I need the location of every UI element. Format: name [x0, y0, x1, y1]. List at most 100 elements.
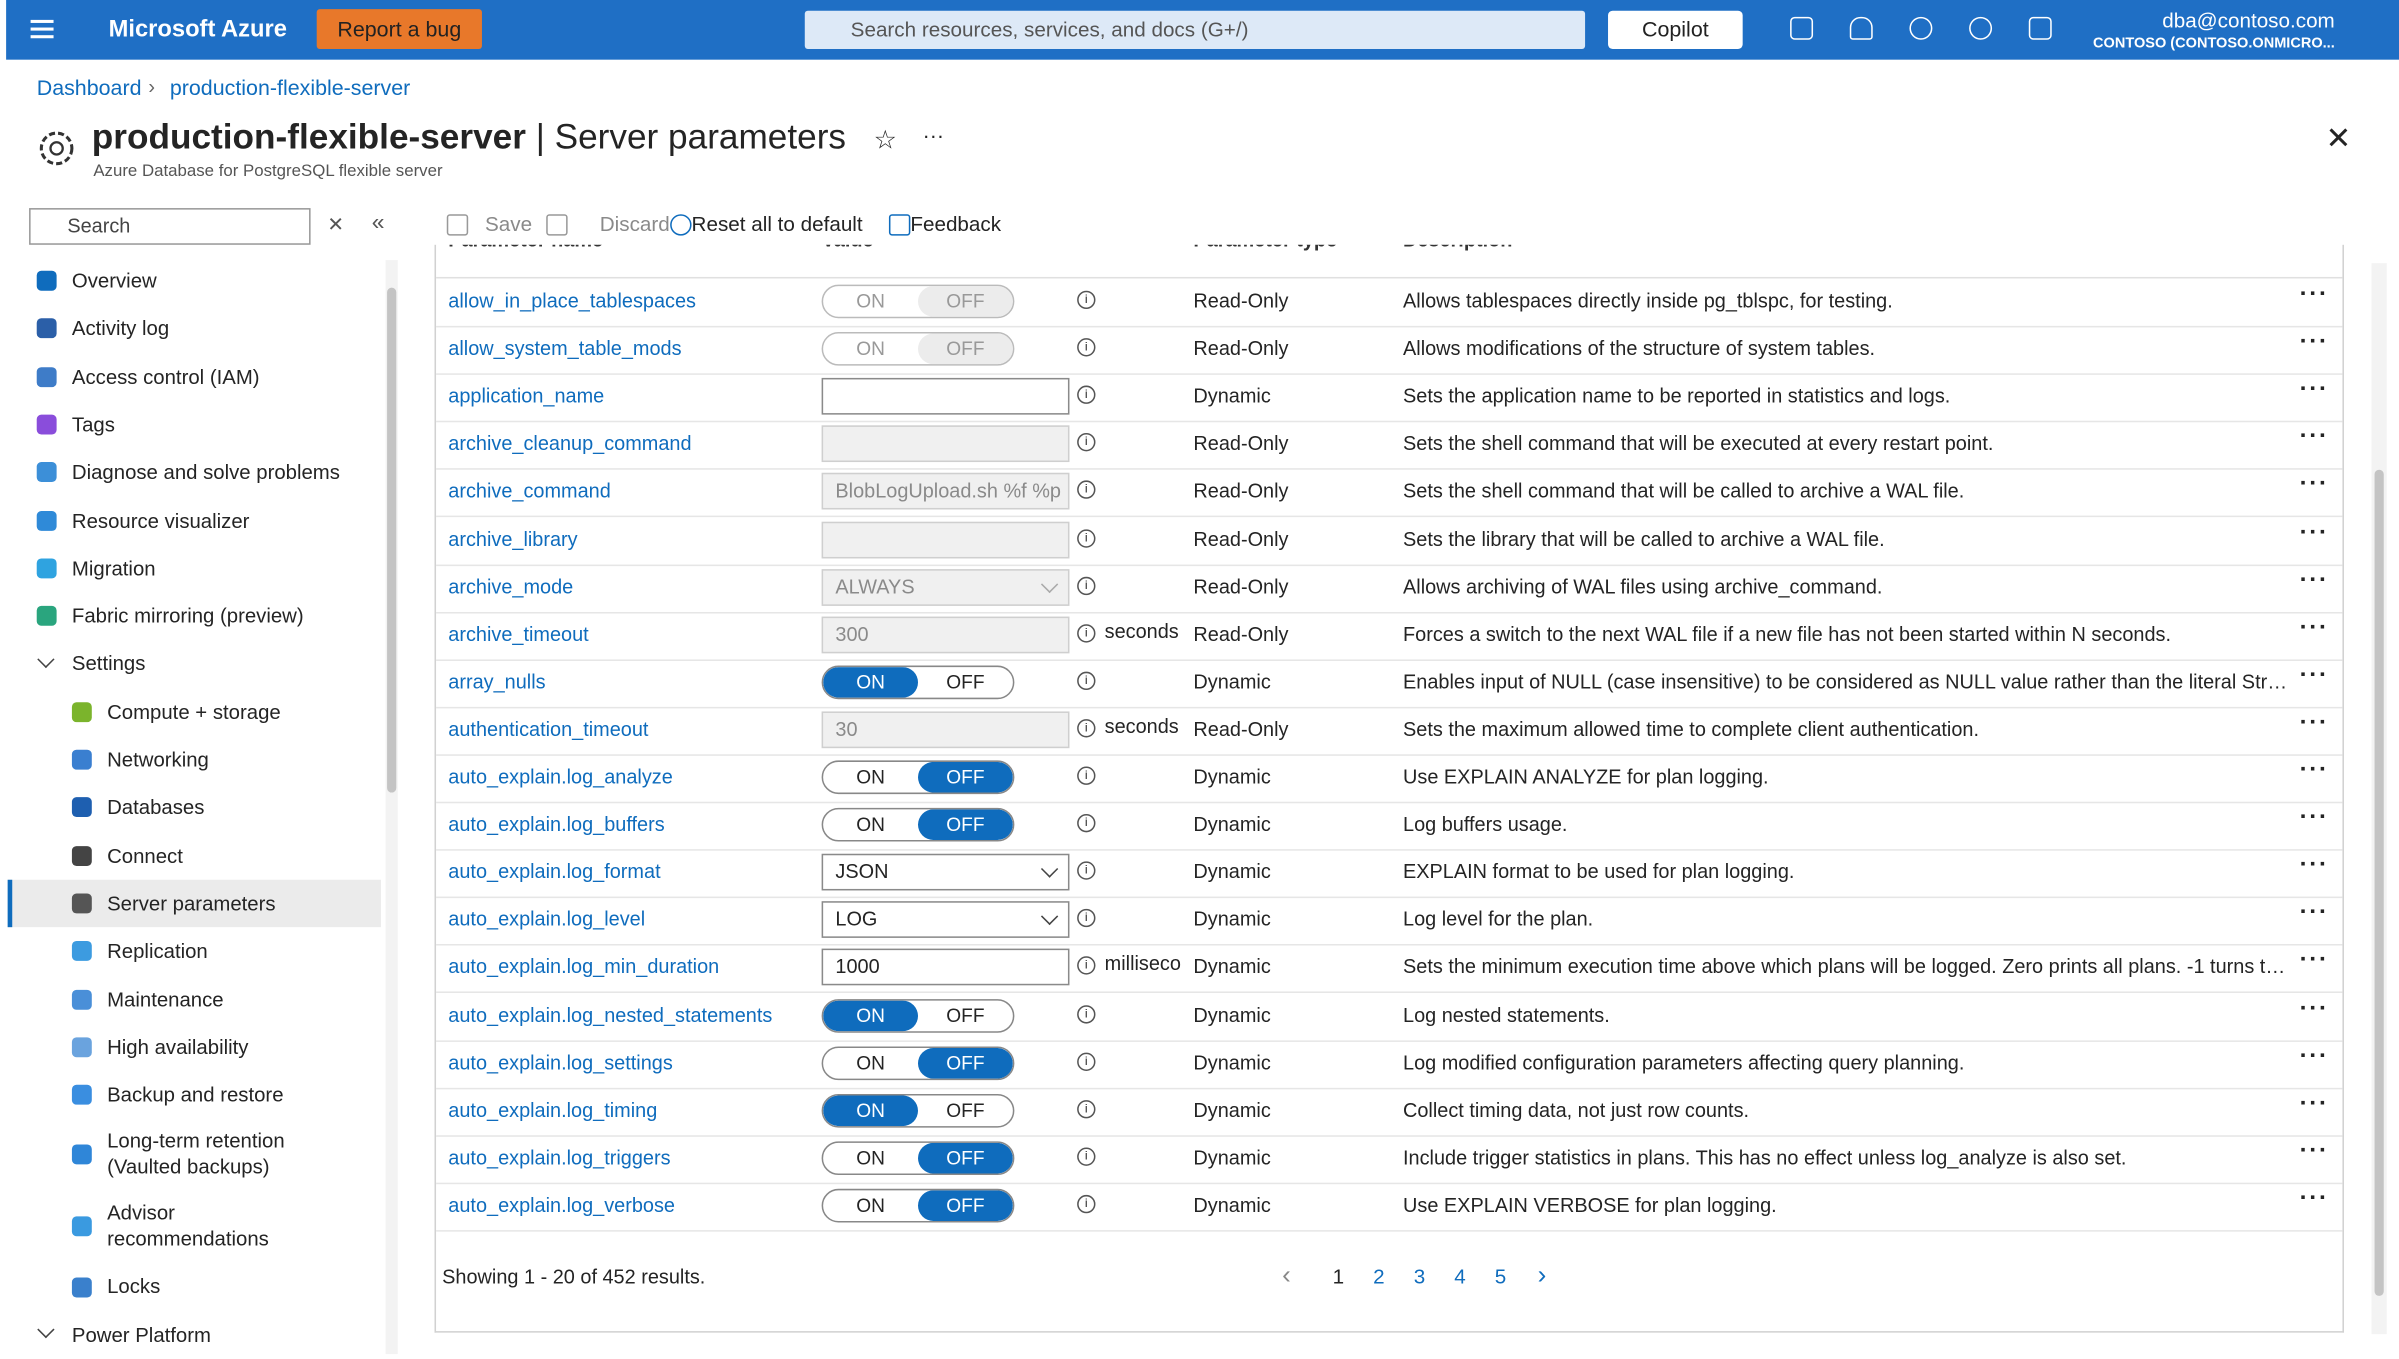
nav-item[interactable]: Maintenance	[8, 975, 381, 1023]
dropdown[interactable]: LOG	[821, 901, 1070, 939]
nav-item[interactable]: Databases	[8, 784, 381, 832]
parameter-name[interactable]: authentication_timeout	[448, 717, 649, 741]
prev-page[interactable]: ‹	[1282, 1260, 1291, 1290]
row-menu[interactable]: ···	[2299, 995, 2329, 1022]
page-link[interactable]: 1	[1332, 1265, 1345, 1289]
row-menu[interactable]: ···	[2299, 662, 2329, 689]
row-menu[interactable]: ···	[2299, 757, 2329, 784]
nav-item[interactable]: Backup and restore	[8, 1071, 381, 1119]
parameter-name[interactable]: archive_timeout	[448, 622, 589, 646]
info-icon[interactable]: i	[1077, 385, 1096, 405]
info-icon[interactable]: i	[1077, 766, 1096, 785]
parameter-name[interactable]: archive_library	[448, 527, 578, 551]
toggle-option[interactable]: OFF	[918, 1142, 1013, 1174]
info-icon[interactable]: i	[1077, 1194, 1096, 1214]
toggle-option[interactable]: ON	[823, 1095, 918, 1126]
toggle[interactable]: ON OFF	[821, 807, 1015, 842]
row-menu[interactable]: ···	[2299, 947, 2329, 974]
column-header[interactable]: Value	[822, 245, 874, 262]
text-input[interactable]	[821, 378, 1070, 415]
toggle-option[interactable]: OFF	[918, 1190, 1013, 1221]
row-menu[interactable]: ···	[2299, 471, 2329, 498]
next-page[interactable]: ›	[1537, 1260, 1547, 1290]
toolbar-button[interactable]: Feedback	[910, 212, 1002, 236]
user-name[interactable]: dba@contoso.com	[2162, 9, 2335, 33]
nav-item[interactable]: Migration	[8, 544, 381, 592]
nav-item[interactable]: Diagnose and solve problems	[8, 449, 381, 497]
nav-item[interactable]: Replication	[8, 927, 381, 975]
info-icon[interactable]: i	[1077, 956, 1096, 976]
row-menu[interactable]: ···	[2299, 329, 2329, 356]
page-link[interactable]: 2	[1373, 1265, 1385, 1289]
parameter-name[interactable]: auto_explain.log_triggers	[448, 1145, 671, 1169]
row-menu[interactable]: ···	[2299, 614, 2329, 641]
row-menu[interactable]: ···	[2299, 1042, 2329, 1069]
info-icon[interactable]: i	[1077, 338, 1096, 357]
parameter-name[interactable]: auto_explain.log_timing	[448, 1098, 658, 1122]
info-icon[interactable]: i	[1077, 528, 1096, 547]
info-icon[interactable]: i	[1077, 1147, 1096, 1166]
nav-item[interactable]: Fabric mirroring (preview)	[8, 592, 381, 640]
row-menu[interactable]: ···	[2299, 1090, 2329, 1117]
toggle-option[interactable]: ON	[856, 814, 885, 836]
toggle-option[interactable]: ON	[823, 666, 918, 698]
more-button[interactable]: ···	[922, 122, 945, 147]
help-icon[interactable]	[1969, 16, 1993, 40]
toggle[interactable]: ON OFF	[821, 1093, 1015, 1128]
toggle-option[interactable]: OFF	[918, 809, 1013, 841]
tenant[interactable]: CONTOSO (CONTOSO.ONMICRO...	[2093, 35, 2335, 53]
toggle-option[interactable]: ON	[856, 1194, 885, 1217]
text-input[interactable]: 1000	[821, 949, 1070, 986]
info-icon[interactable]: i	[1077, 481, 1096, 500]
nav-item[interactable]: Connect	[8, 832, 381, 880]
info-icon[interactable]: i	[1077, 1099, 1096, 1118]
dropdown[interactable]: JSON	[821, 854, 1070, 891]
sidebar-search[interactable]: Search	[29, 208, 311, 245]
row-menu[interactable]: ···	[2299, 281, 2329, 308]
page-link[interactable]: 3	[1413, 1265, 1426, 1289]
brand[interactable]: Microsoft Azure	[108, 16, 287, 43]
global-search[interactable]: Search resources, services, and docs (G+…	[804, 10, 1586, 49]
menu-button[interactable]	[30, 19, 54, 23]
toggle-option[interactable]: ON	[856, 766, 885, 788]
toggle-option[interactable]: ON	[823, 999, 918, 1031]
nav-group[interactable]: Power Platform	[8, 1311, 381, 1359]
nav-item[interactable]: Tags	[8, 401, 381, 449]
parameter-name[interactable]: archive_command	[448, 479, 611, 503]
settings-icon[interactable]	[1909, 16, 1933, 40]
info-icon[interactable]: i	[1077, 623, 1096, 643]
parameter-name[interactable]: auto_explain.log_format	[448, 860, 661, 884]
info-icon[interactable]: i	[1077, 718, 1096, 738]
nav-item[interactable]: Locks	[8, 1263, 381, 1311]
info-icon[interactable]: i	[1077, 861, 1096, 881]
toggle-option[interactable]: ON	[856, 1052, 885, 1074]
toggle-option[interactable]: OFF	[918, 761, 1013, 793]
parameter-name[interactable]: application_name	[448, 384, 605, 408]
toolbar-icon[interactable]	[670, 214, 692, 236]
report-bug-button[interactable]: Report a bug	[316, 9, 482, 49]
row-menu[interactable]: ···	[2299, 900, 2329, 927]
nav-item[interactable]: Activity log	[8, 305, 381, 353]
toggle[interactable]: ON OFF	[821, 1045, 1015, 1080]
parameter-name[interactable]: allow_in_place_tablespaces	[448, 289, 696, 313]
row-menu[interactable]: ···	[2299, 1185, 2329, 1212]
toggle-option[interactable]: ON	[856, 1147, 885, 1169]
parameter-name[interactable]: archive_cleanup_command	[448, 431, 692, 455]
nav-item[interactable]: Overview	[8, 257, 381, 305]
nav-group[interactable]: Settings	[8, 640, 381, 688]
info-icon[interactable]: i	[1077, 433, 1096, 452]
row-menu[interactable]: ···	[2299, 1138, 2329, 1165]
row-menu[interactable]: ···	[2299, 424, 2329, 451]
toolbar-icon[interactable]	[888, 214, 911, 236]
toggle-option[interactable]: OFF	[946, 1099, 985, 1122]
favorite-star[interactable]: ☆	[873, 125, 897, 155]
info-icon[interactable]: i	[1077, 290, 1096, 310]
nav-item[interactable]: Networking	[8, 736, 381, 784]
scroll-thumb[interactable]	[2374, 469, 2384, 1296]
parameter-name[interactable]: auto_explain.log_min_duration	[448, 955, 720, 979]
feedback-icon[interactable]	[2028, 16, 2052, 40]
toggle-option[interactable]: OFF	[946, 671, 985, 693]
column-header[interactable]: Description	[1403, 245, 1512, 262]
toggle[interactable]: ON OFF	[821, 1188, 1015, 1223]
info-icon[interactable]: i	[1077, 576, 1096, 595]
